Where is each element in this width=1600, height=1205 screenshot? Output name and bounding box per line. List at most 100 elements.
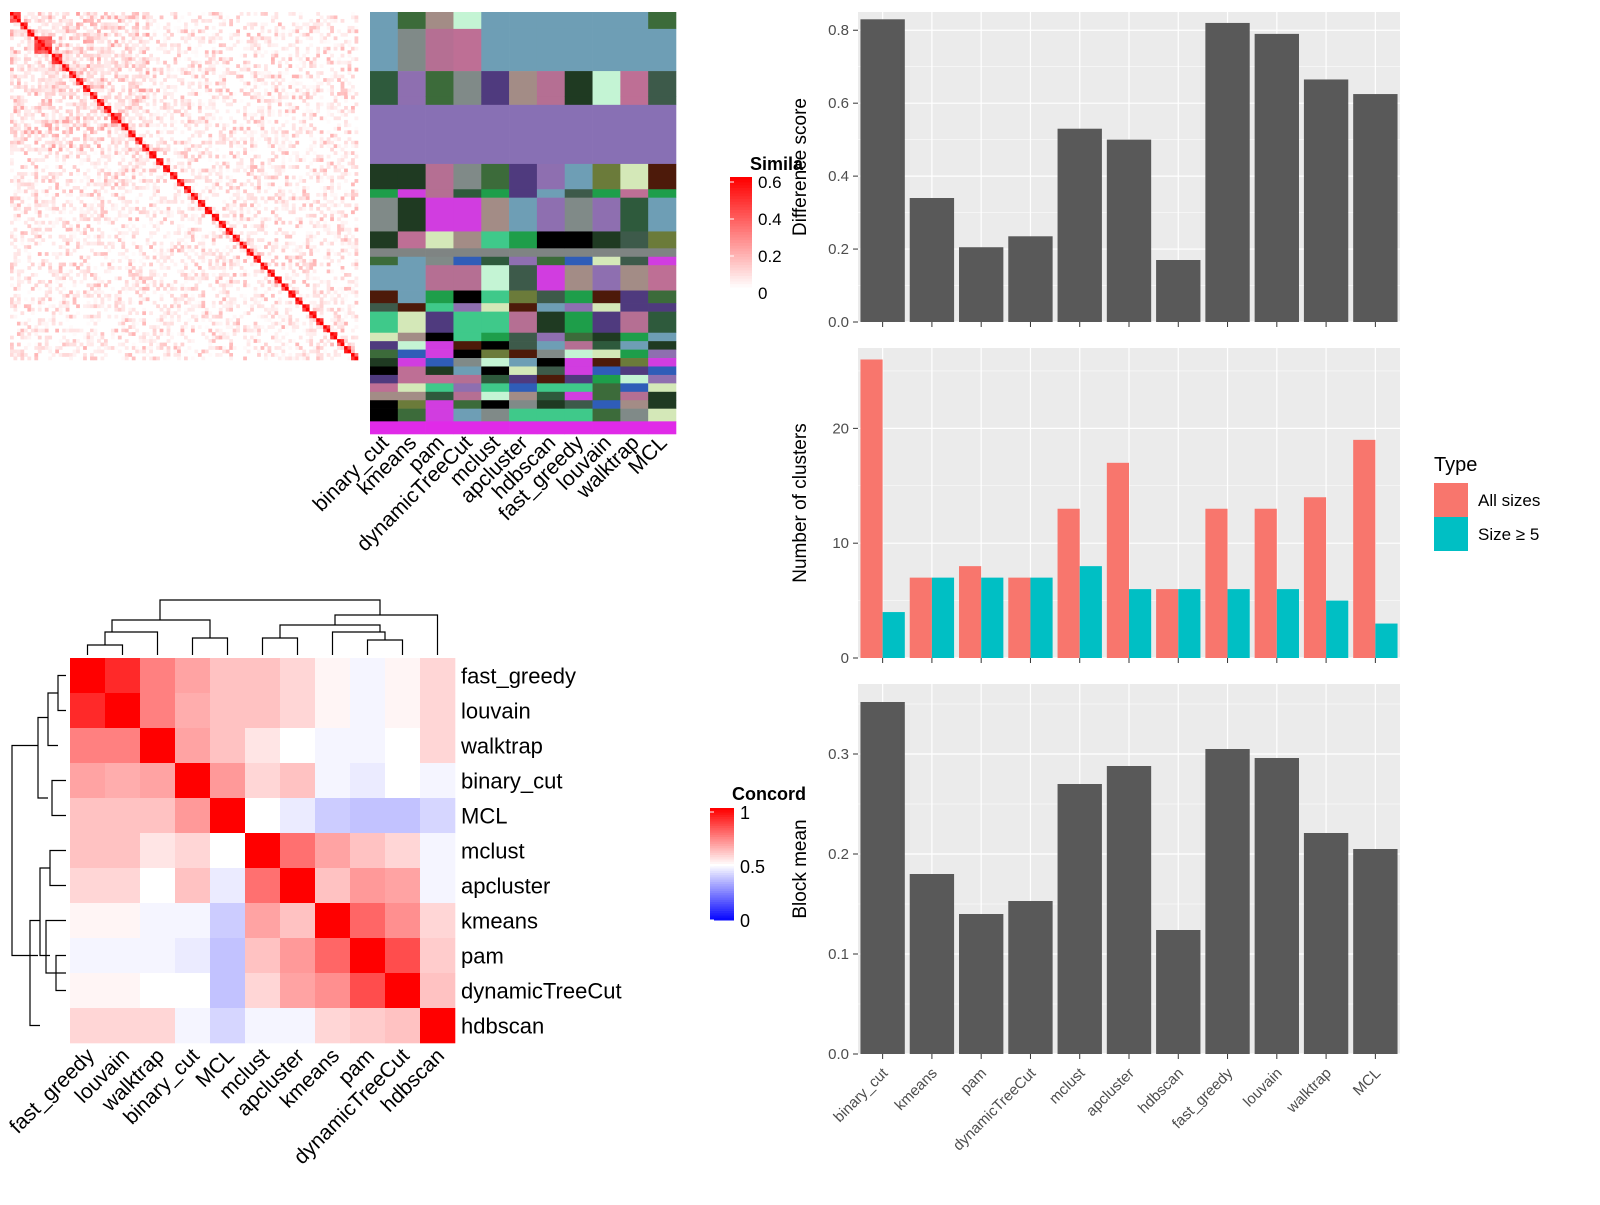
annotation-cell <box>565 358 593 367</box>
similarity-cell <box>48 283 52 287</box>
similarity-cell <box>261 29 265 33</box>
similarity-cell <box>316 130 320 134</box>
similarity-cell <box>10 61 14 65</box>
similarity-cell <box>233 127 237 131</box>
similarity-cell <box>17 29 21 33</box>
similarity-cell <box>38 214 42 218</box>
similarity-cell <box>135 329 139 333</box>
similarity-cell <box>118 92 122 96</box>
similarity-cell <box>240 89 244 93</box>
similarity-cell <box>334 165 338 169</box>
concordance-cell <box>420 693 455 728</box>
similarity-cell <box>55 172 59 176</box>
similarity-cell <box>334 203 338 207</box>
similarity-cell <box>135 89 139 93</box>
annotation-cell <box>593 291 621 304</box>
similarity-cell <box>254 290 258 294</box>
similarity-cell <box>69 22 73 26</box>
similarity-cell <box>156 158 160 162</box>
similarity-cell <box>69 102 73 106</box>
similarity-cell <box>90 47 94 51</box>
similarity-cell <box>149 357 153 361</box>
similarity-cell <box>334 238 338 242</box>
similarity-cell <box>142 96 146 100</box>
similarity-cell <box>281 353 285 357</box>
similarity-cell <box>306 127 310 131</box>
similarity-cell <box>170 200 174 204</box>
similarity-cell <box>167 165 171 169</box>
similarity-cell <box>55 47 59 51</box>
similarity-cell <box>278 280 282 284</box>
similarity-cell <box>281 141 285 145</box>
similarity-cell <box>247 196 251 200</box>
similarity-cell <box>55 193 59 197</box>
similarity-cell <box>320 357 324 361</box>
similarity-cell <box>170 165 174 169</box>
similarity-cell <box>278 200 282 204</box>
similarity-cell <box>226 165 230 169</box>
similarity-cell <box>313 259 317 263</box>
similarity-cell <box>59 217 63 221</box>
similarity-cell <box>191 169 195 173</box>
similarity-cell <box>135 162 139 166</box>
similarity-cell <box>94 242 98 246</box>
similarity-cell <box>27 252 31 256</box>
similarity-cell <box>187 82 191 86</box>
annotation-cell <box>453 231 481 248</box>
similarity-cell <box>219 256 223 260</box>
similarity-cell <box>48 228 52 232</box>
similarity-cell <box>215 36 219 40</box>
similarity-cell <box>83 89 87 93</box>
similarity-cell <box>90 318 94 322</box>
similarity-cell <box>107 82 111 86</box>
similarity-cell <box>348 64 352 68</box>
similarity-cell <box>62 263 66 267</box>
similarity-cell <box>10 276 14 280</box>
annotation-cell <box>370 291 398 304</box>
similarity-cell <box>27 40 31 44</box>
similarity-cell <box>121 287 125 291</box>
similarity-cell <box>268 346 272 350</box>
similarity-cell <box>341 266 345 270</box>
similarity-cell <box>45 71 49 75</box>
similarity-cell <box>97 203 101 207</box>
similarity-cell <box>118 350 122 354</box>
similarity-cell <box>264 343 268 347</box>
similarity-cell <box>17 196 21 200</box>
similarity-cell <box>66 68 70 72</box>
similarity-cell <box>240 137 244 141</box>
similarity-cell <box>243 137 247 141</box>
similarity-cell <box>90 207 94 211</box>
similarity-cell <box>306 231 310 235</box>
similarity-cell <box>27 33 31 37</box>
similarity-cell <box>187 162 191 166</box>
similarity-cell <box>118 78 122 82</box>
similarity-cell <box>34 200 38 204</box>
similarity-cell <box>69 235 73 239</box>
similarity-cell <box>62 287 66 291</box>
similarity-cell <box>250 40 254 44</box>
similarity-cell <box>174 176 178 180</box>
similarity-cell <box>55 207 59 211</box>
similarity-cell <box>222 85 226 89</box>
similarity-cell <box>167 36 171 40</box>
similarity-cell <box>170 210 174 214</box>
similarity-cell <box>142 134 146 138</box>
annotation-cell <box>565 96 593 105</box>
similarity-cell <box>306 270 310 274</box>
similarity-cell <box>271 315 275 319</box>
similarity-cell <box>146 148 150 152</box>
similarity-cell <box>288 141 292 145</box>
similarity-cell <box>247 179 251 183</box>
similarity-cell <box>69 96 73 100</box>
similarity-cell <box>309 169 313 173</box>
similarity-cell <box>205 210 209 214</box>
similarity-cell <box>250 249 254 253</box>
similarity-cell <box>320 96 324 100</box>
similarity-cell <box>10 283 14 287</box>
annotation-cell <box>648 96 676 105</box>
similarity-cell <box>13 19 17 23</box>
similarity-cell <box>285 308 289 312</box>
similarity-cell <box>351 57 355 61</box>
similarity-cell <box>156 109 160 113</box>
